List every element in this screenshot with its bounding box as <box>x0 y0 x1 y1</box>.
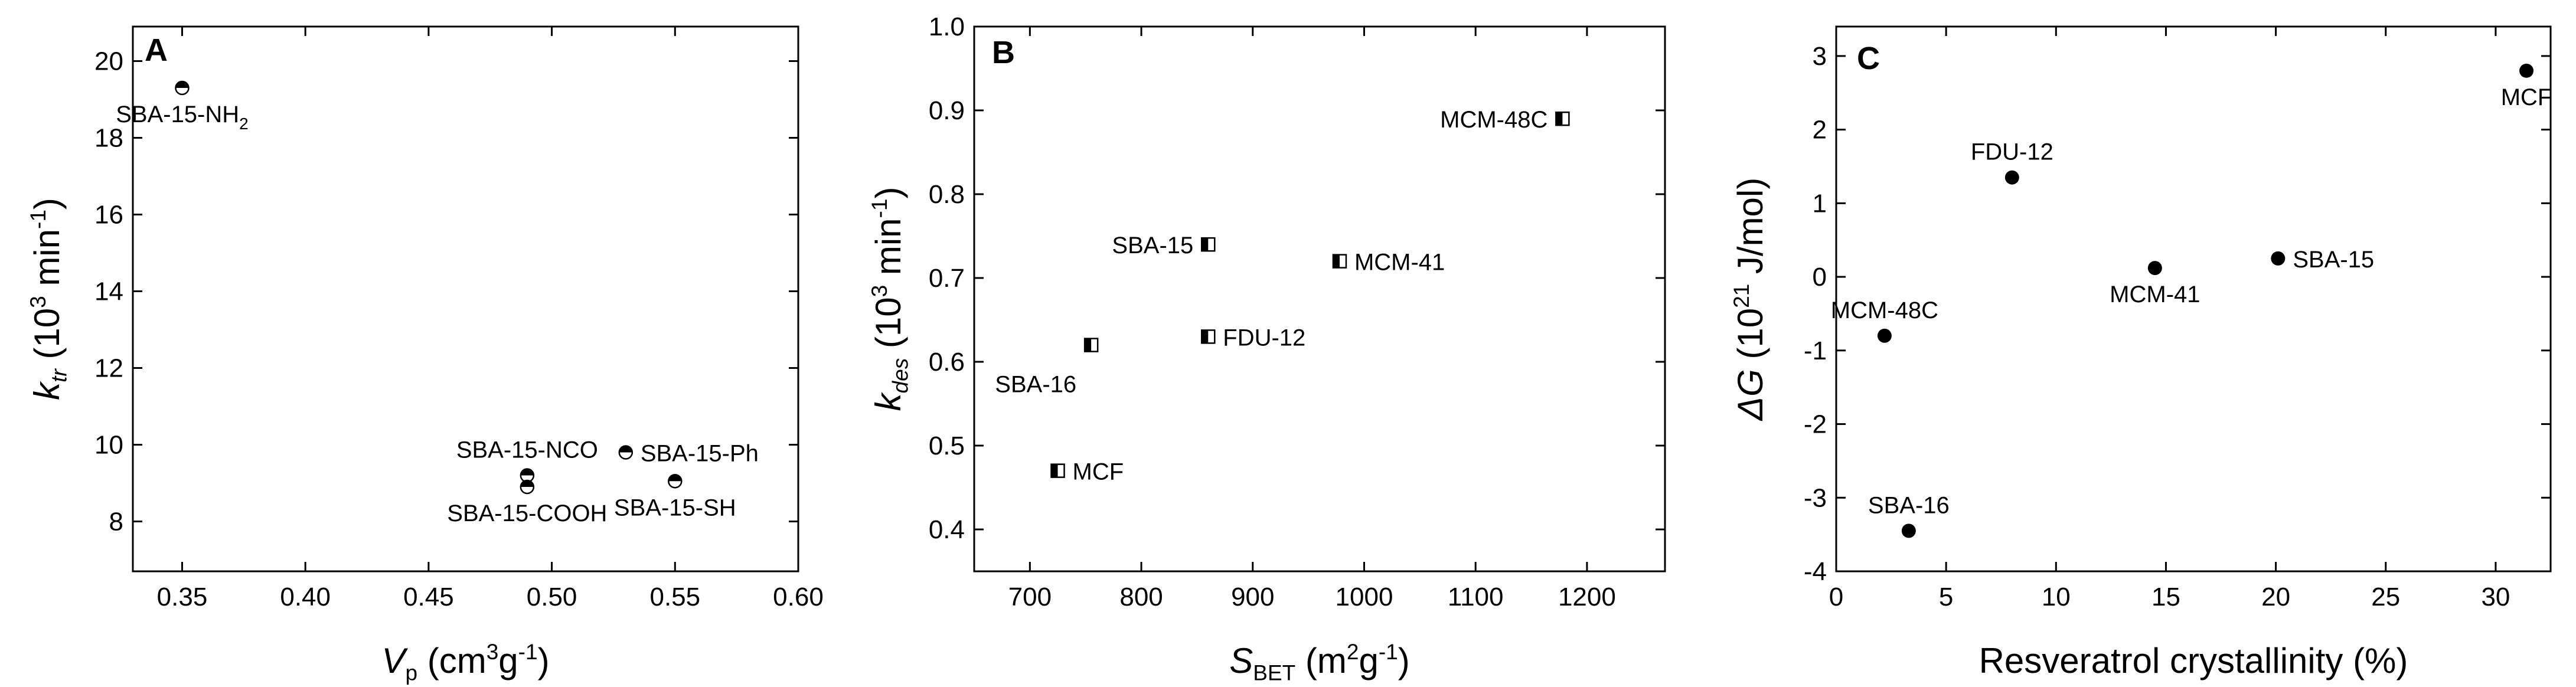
data-label: MCF <box>2501 84 2552 110</box>
data-point <box>175 80 190 96</box>
x-tick-label: 5 <box>1939 583 1953 611</box>
data-point <box>1877 328 1892 343</box>
data-point <box>2004 170 2019 185</box>
data-label: MCF <box>1073 459 1124 485</box>
data-label: SBA-15-Ph <box>641 441 759 467</box>
data-point <box>618 445 634 460</box>
data-point <box>1050 463 1065 478</box>
data-point <box>1201 329 1216 344</box>
x-tick-label: 0.40 <box>280 583 331 611</box>
x-tick-label: 0 <box>1829 583 1843 611</box>
y-tick-label: 0.7 <box>929 264 965 293</box>
x-tick-label: 0.45 <box>403 583 454 611</box>
y-tick-label: 10 <box>94 431 123 460</box>
data-label: SBA-15-COOH <box>447 500 607 526</box>
y-tick-label: 12 <box>94 354 123 383</box>
data-label: SBA-15-NCO <box>456 437 598 463</box>
x-tick-label: 700 <box>1008 583 1052 611</box>
data-label: SBA-15 <box>1112 233 1193 259</box>
y-tick-label: 0.4 <box>929 515 965 544</box>
y-tick-label: 20 <box>94 47 123 76</box>
y-tick-label: 1 <box>1813 189 1827 218</box>
y-tick-label: 18 <box>94 124 123 153</box>
data-point <box>1555 111 1570 126</box>
panel-c: 0 5 10 15 20 25 30 -4 -3 -2 -1 0 1 2 3 C Resveratrol cry… <box>1729 25 2552 681</box>
panel-label: B <box>992 35 1015 70</box>
x-tick-label: 900 <box>1231 583 1274 611</box>
data-point <box>1083 338 1099 352</box>
x-tick-label: 25 <box>2371 583 2400 611</box>
y-axis-label: kdes (103 min-1) <box>867 187 913 411</box>
x-tick-label: 15 <box>2151 583 2180 611</box>
data-label: SBA-16 <box>1868 492 1950 518</box>
x-axis-label: Vp (cm3g-1) <box>381 640 549 685</box>
y-tick-label: 14 <box>94 277 123 306</box>
x-tick-label: 1100 <box>1448 583 1504 611</box>
panel-a: 0.35 0.40 0.45 0.50 0.55 0.60 8 10 12 14 16 18 20 A Vp… <box>26 25 824 685</box>
data-point <box>1901 524 1916 538</box>
y-tick-label: 0.8 <box>929 180 965 209</box>
data-label: FDU-12 <box>1223 325 1305 351</box>
x-axis-label: Resveratrol crystallinity (%) <box>1979 641 2408 681</box>
y-axis-label: ktr (103 min-1) <box>26 198 71 400</box>
y-tick-label: 0 <box>1813 263 1827 292</box>
data-label: SBA-15-SH <box>614 495 736 521</box>
y-tick-label: 2 <box>1813 116 1827 145</box>
data-label: SBA-15-NH2 <box>116 102 249 133</box>
y-tick-label: 3 <box>1813 42 1827 71</box>
plot-frame <box>973 25 1666 572</box>
x-tick-label: 30 <box>2481 583 2510 611</box>
y-tick-label: 8 <box>109 508 123 536</box>
x-tick-label: 10 <box>2042 583 2071 611</box>
x-tick-label: 0.35 <box>157 583 208 611</box>
plot-frame <box>132 25 799 572</box>
x-tick-label: 1000 <box>1336 583 1393 611</box>
data-point <box>1201 237 1216 252</box>
y-tick-label: 0.9 <box>929 96 965 125</box>
data-point <box>1332 254 1347 269</box>
x-tick-label: 0.60 <box>773 583 824 611</box>
data-point <box>520 479 535 495</box>
data-label: SBA-16 <box>995 372 1076 398</box>
panel-label: C <box>1857 41 1880 76</box>
y-tick-label: 16 <box>94 201 123 230</box>
panel-label: A <box>145 32 168 68</box>
data-point <box>2519 63 2534 78</box>
y-tick-label: 1.0 <box>929 12 965 41</box>
data-point <box>668 474 683 489</box>
data-label: MCM-41 <box>2110 282 2200 307</box>
y-tick-label: 0.5 <box>929 431 965 460</box>
y-tick-label: -4 <box>1804 557 1827 586</box>
plot-frame <box>1835 25 2552 572</box>
x-tick-label: 20 <box>2261 583 2290 611</box>
y-tick-label: 0.6 <box>929 348 965 377</box>
x-tick-label: 800 <box>1119 583 1163 611</box>
x-tick-label: 0.50 <box>527 583 577 611</box>
y-tick-label: -2 <box>1804 410 1827 439</box>
data-label: SBA-15 <box>2293 247 2374 273</box>
data-point <box>2147 261 2162 276</box>
data-label: MCM-48C <box>1440 107 1547 133</box>
x-tick-label: 0.55 <box>649 583 700 611</box>
x-tick-label: 1200 <box>1558 583 1616 611</box>
y-tick-label: -1 <box>1804 336 1827 365</box>
data-label: FDU-12 <box>1971 139 2053 165</box>
y-axis-label: ΔG (1021 J/mol) <box>1729 178 1770 421</box>
data-point <box>520 468 535 483</box>
data-label: MCM-48C <box>1831 297 1938 323</box>
panel-b: 700 800 900 1000 1100 1200 0.4 0.5 0.6 0.7 0.8 0.9 1… <box>867 12 1666 685</box>
data-point <box>2271 251 2286 266</box>
data-label: MCM-41 <box>1354 250 1445 276</box>
x-axis-label: SBET (m2g-1) <box>1229 640 1409 685</box>
y-tick-label: -3 <box>1804 483 1827 512</box>
